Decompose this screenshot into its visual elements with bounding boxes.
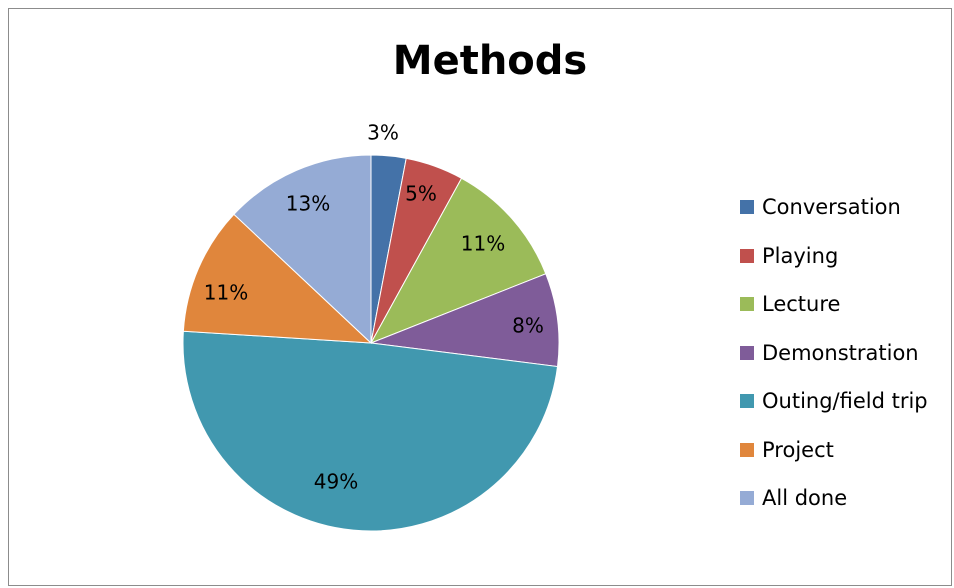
legend-label: Outing/field trip xyxy=(762,389,928,414)
chart-title: Methods xyxy=(392,38,588,84)
pie-slice-project xyxy=(182,213,373,344)
slice-label-demonstration: 8% xyxy=(512,314,544,338)
legend-label: All done xyxy=(762,486,848,511)
legend-item: Playing xyxy=(740,232,928,281)
legend-item: Demonstration xyxy=(740,329,928,378)
pie-slice-outing-field-trip xyxy=(182,330,559,532)
legend-swatch xyxy=(740,200,754,215)
slice-label-all-done: 13% xyxy=(286,192,330,216)
legend-label: Demonstration xyxy=(762,340,919,365)
legend-label: Playing xyxy=(762,243,839,268)
legend-item: Lecture xyxy=(740,280,928,329)
pie-slice-all-done xyxy=(233,154,372,345)
legend-item: Outing/field trip xyxy=(740,377,928,426)
legend-label: Project xyxy=(762,437,834,462)
legend-item: Conversation xyxy=(740,183,928,232)
legend-swatch xyxy=(740,248,754,263)
chart-legend: Conversation Playing Lecture Demonstration O… xyxy=(740,183,928,523)
legend-item: Project xyxy=(740,426,928,475)
pie-slice-lecture xyxy=(369,177,547,344)
legend-label: Conversation xyxy=(762,195,901,220)
legend-swatch xyxy=(740,491,754,506)
slice-label-outing-field-trip: 49% xyxy=(314,470,358,494)
legend-swatch xyxy=(740,297,754,312)
legend-swatch xyxy=(740,394,754,409)
legend-swatch xyxy=(740,345,754,360)
legend-label: Lecture xyxy=(762,292,841,317)
pie-slice-demonstration xyxy=(370,273,560,368)
slice-label-project: 11% xyxy=(204,281,248,305)
slice-label-conversation: 3% xyxy=(367,121,399,145)
legend-item: All done xyxy=(740,474,928,523)
slice-label-lecture: 11% xyxy=(461,232,505,256)
legend-swatch xyxy=(740,442,754,457)
slice-label-playing: 5% xyxy=(405,182,437,206)
